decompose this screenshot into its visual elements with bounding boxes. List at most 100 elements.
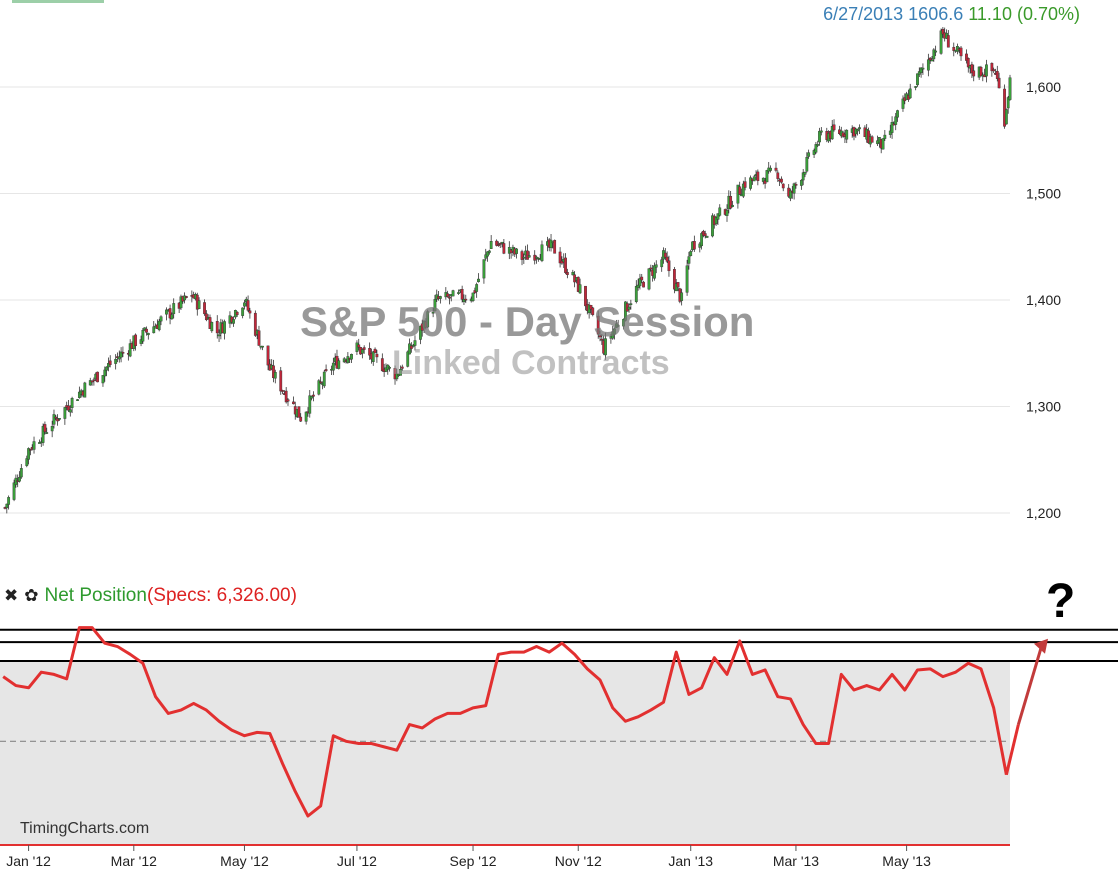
projection-start — [1004, 724, 1020, 776]
candle-up — [119, 351, 123, 358]
close-icon[interactable]: ✖ — [4, 586, 19, 605]
candle-down — [286, 399, 290, 402]
candle-up — [114, 358, 118, 364]
y-tick-label: 1,500 — [1026, 186, 1061, 202]
candle-up — [789, 190, 792, 199]
candle-down — [703, 233, 707, 237]
candle-up — [107, 363, 110, 368]
candle-down — [319, 381, 323, 384]
candle-up — [183, 295, 186, 301]
candle-down — [311, 394, 315, 397]
candle-down — [959, 47, 963, 57]
candle-down — [665, 256, 669, 262]
candle-up — [914, 86, 918, 88]
candle-down — [297, 406, 301, 418]
price-quote: 6/27/2013 1606.6 11.10 (0.70%) — [823, 4, 1080, 25]
candle-down — [248, 310, 252, 314]
candle-up — [803, 172, 807, 175]
candle-down — [640, 276, 644, 281]
candle-up — [765, 170, 769, 183]
neutral-band — [0, 661, 1010, 845]
candle-up — [243, 302, 246, 307]
candle-up — [32, 441, 36, 450]
candle-up — [1004, 109, 1008, 125]
candle-up — [571, 271, 575, 276]
candle-up — [431, 311, 435, 314]
y-tick-label: 1,300 — [1026, 399, 1061, 415]
candle-down — [1003, 88, 1006, 127]
candle-up — [901, 98, 905, 109]
net-position-line — [2, 626, 1008, 818]
candle-up — [475, 284, 479, 292]
indicator-header: ✖ ✿ Net Position(Specs: 6,326.00) — [4, 585, 297, 607]
candle-up — [752, 176, 756, 182]
candle-up — [12, 482, 16, 500]
candle-up — [117, 356, 121, 360]
candle-up — [322, 371, 326, 387]
candle-down — [596, 315, 600, 335]
candle-up — [939, 30, 943, 54]
candle-down — [292, 401, 295, 405]
candle-up — [68, 409, 72, 413]
candle-up — [919, 67, 923, 73]
candle-up — [930, 59, 934, 62]
candle-up — [926, 59, 930, 71]
candle-up — [197, 300, 201, 309]
candle-down — [526, 250, 529, 260]
candle-down — [649, 267, 653, 270]
candle-down — [460, 288, 464, 300]
candle-down — [368, 348, 372, 356]
candle-up — [634, 286, 638, 303]
candle-up — [611, 331, 615, 339]
candle-up — [819, 130, 823, 133]
candle-up — [654, 264, 658, 268]
candle-up — [830, 126, 834, 140]
candle-up — [856, 129, 860, 132]
candle-up — [217, 334, 221, 337]
candle-up — [881, 138, 885, 150]
candle-down — [941, 29, 945, 35]
candle-down — [576, 276, 580, 292]
candle-down — [464, 298, 468, 301]
candle-up — [310, 396, 313, 399]
candle-down — [743, 181, 747, 188]
candle-up — [143, 327, 147, 331]
gear-icon[interactable]: ✿ — [24, 586, 39, 605]
candle-down — [185, 296, 188, 298]
candle-down — [375, 353, 379, 358]
candle-up — [801, 172, 805, 181]
x-tick-label: Mar '12 — [111, 853, 157, 869]
candle-up — [716, 213, 720, 220]
candle-up — [45, 432, 49, 434]
candle-up — [854, 128, 858, 135]
candle-up — [985, 64, 988, 77]
candle-up — [308, 395, 312, 414]
candle-up — [858, 127, 861, 130]
candle-up — [486, 251, 489, 257]
candle-down — [299, 416, 303, 422]
candle-down — [832, 124, 836, 131]
candle-down — [564, 257, 567, 273]
candle-up — [18, 477, 21, 482]
candle-down — [870, 136, 874, 143]
candle-down — [400, 366, 404, 369]
candle-up — [921, 67, 925, 70]
candle-down — [203, 302, 206, 315]
candle-down — [667, 260, 671, 272]
indicator-name: Net Position — [44, 585, 147, 606]
x-tick-label: Jul '12 — [337, 853, 377, 869]
chart-watermark-subtitle: Linked Contracts — [392, 344, 670, 382]
candle-up — [680, 292, 684, 301]
x-tick-label: May '13 — [882, 853, 931, 869]
candle-up — [408, 343, 411, 355]
candle-down — [373, 348, 377, 354]
candle-up — [170, 314, 174, 320]
candle-down — [928, 57, 932, 61]
candle-down — [134, 334, 138, 347]
panel-tab — [12, 0, 104, 3]
candle-up — [934, 50, 938, 53]
candle-down — [672, 269, 676, 290]
projection-arrow — [1016, 644, 1044, 726]
candle-up — [627, 306, 631, 310]
indicator-value: (Specs: 6,326.00) — [146, 585, 297, 606]
